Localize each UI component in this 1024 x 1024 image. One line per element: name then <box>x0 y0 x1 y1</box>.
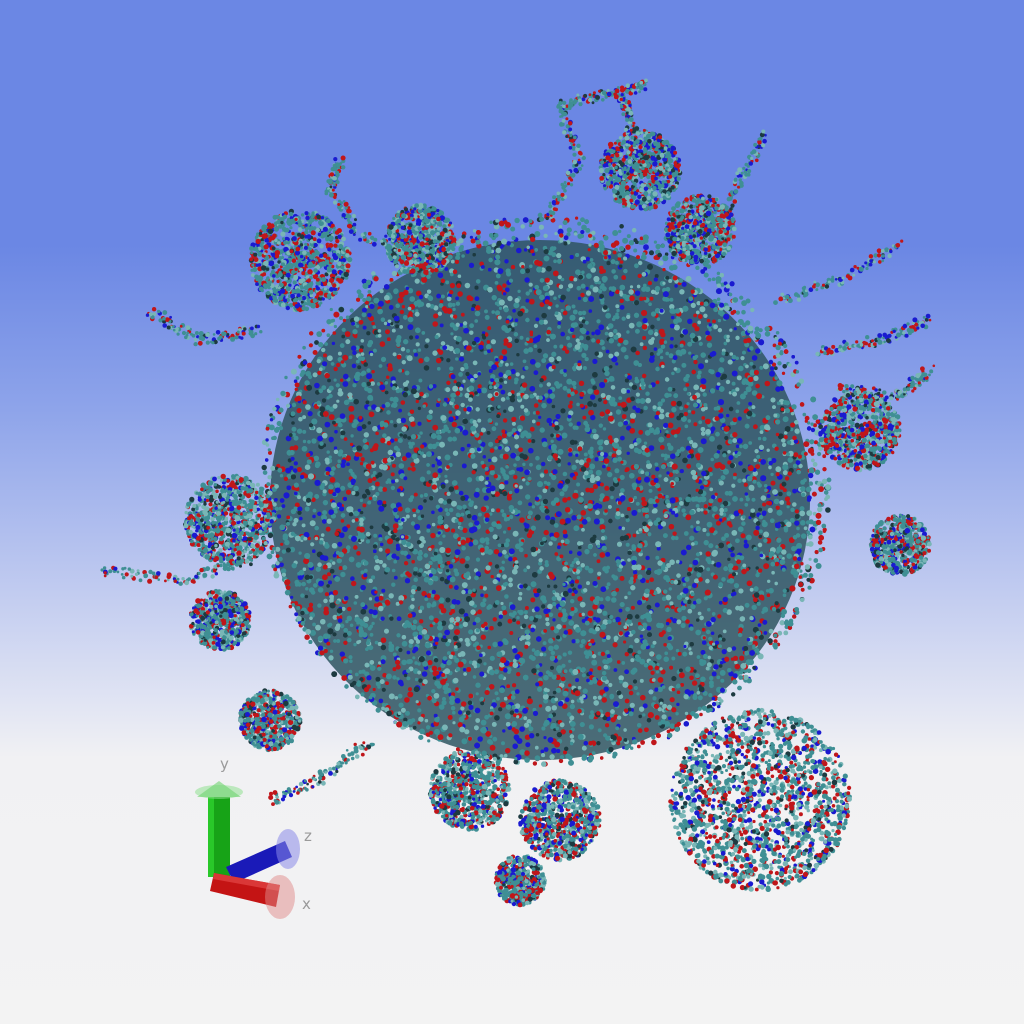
y-axis-arrow <box>195 781 243 877</box>
y-axis-label: y <box>220 755 229 773</box>
z-axis-arrow <box>226 829 300 883</box>
atom-cloud <box>100 78 936 908</box>
axes-orientation-gizmo: y z x <box>195 755 312 919</box>
z-axis-label: z <box>304 827 312 845</box>
x-axis-arrow <box>210 873 295 919</box>
x-axis-label: x <box>302 895 311 913</box>
